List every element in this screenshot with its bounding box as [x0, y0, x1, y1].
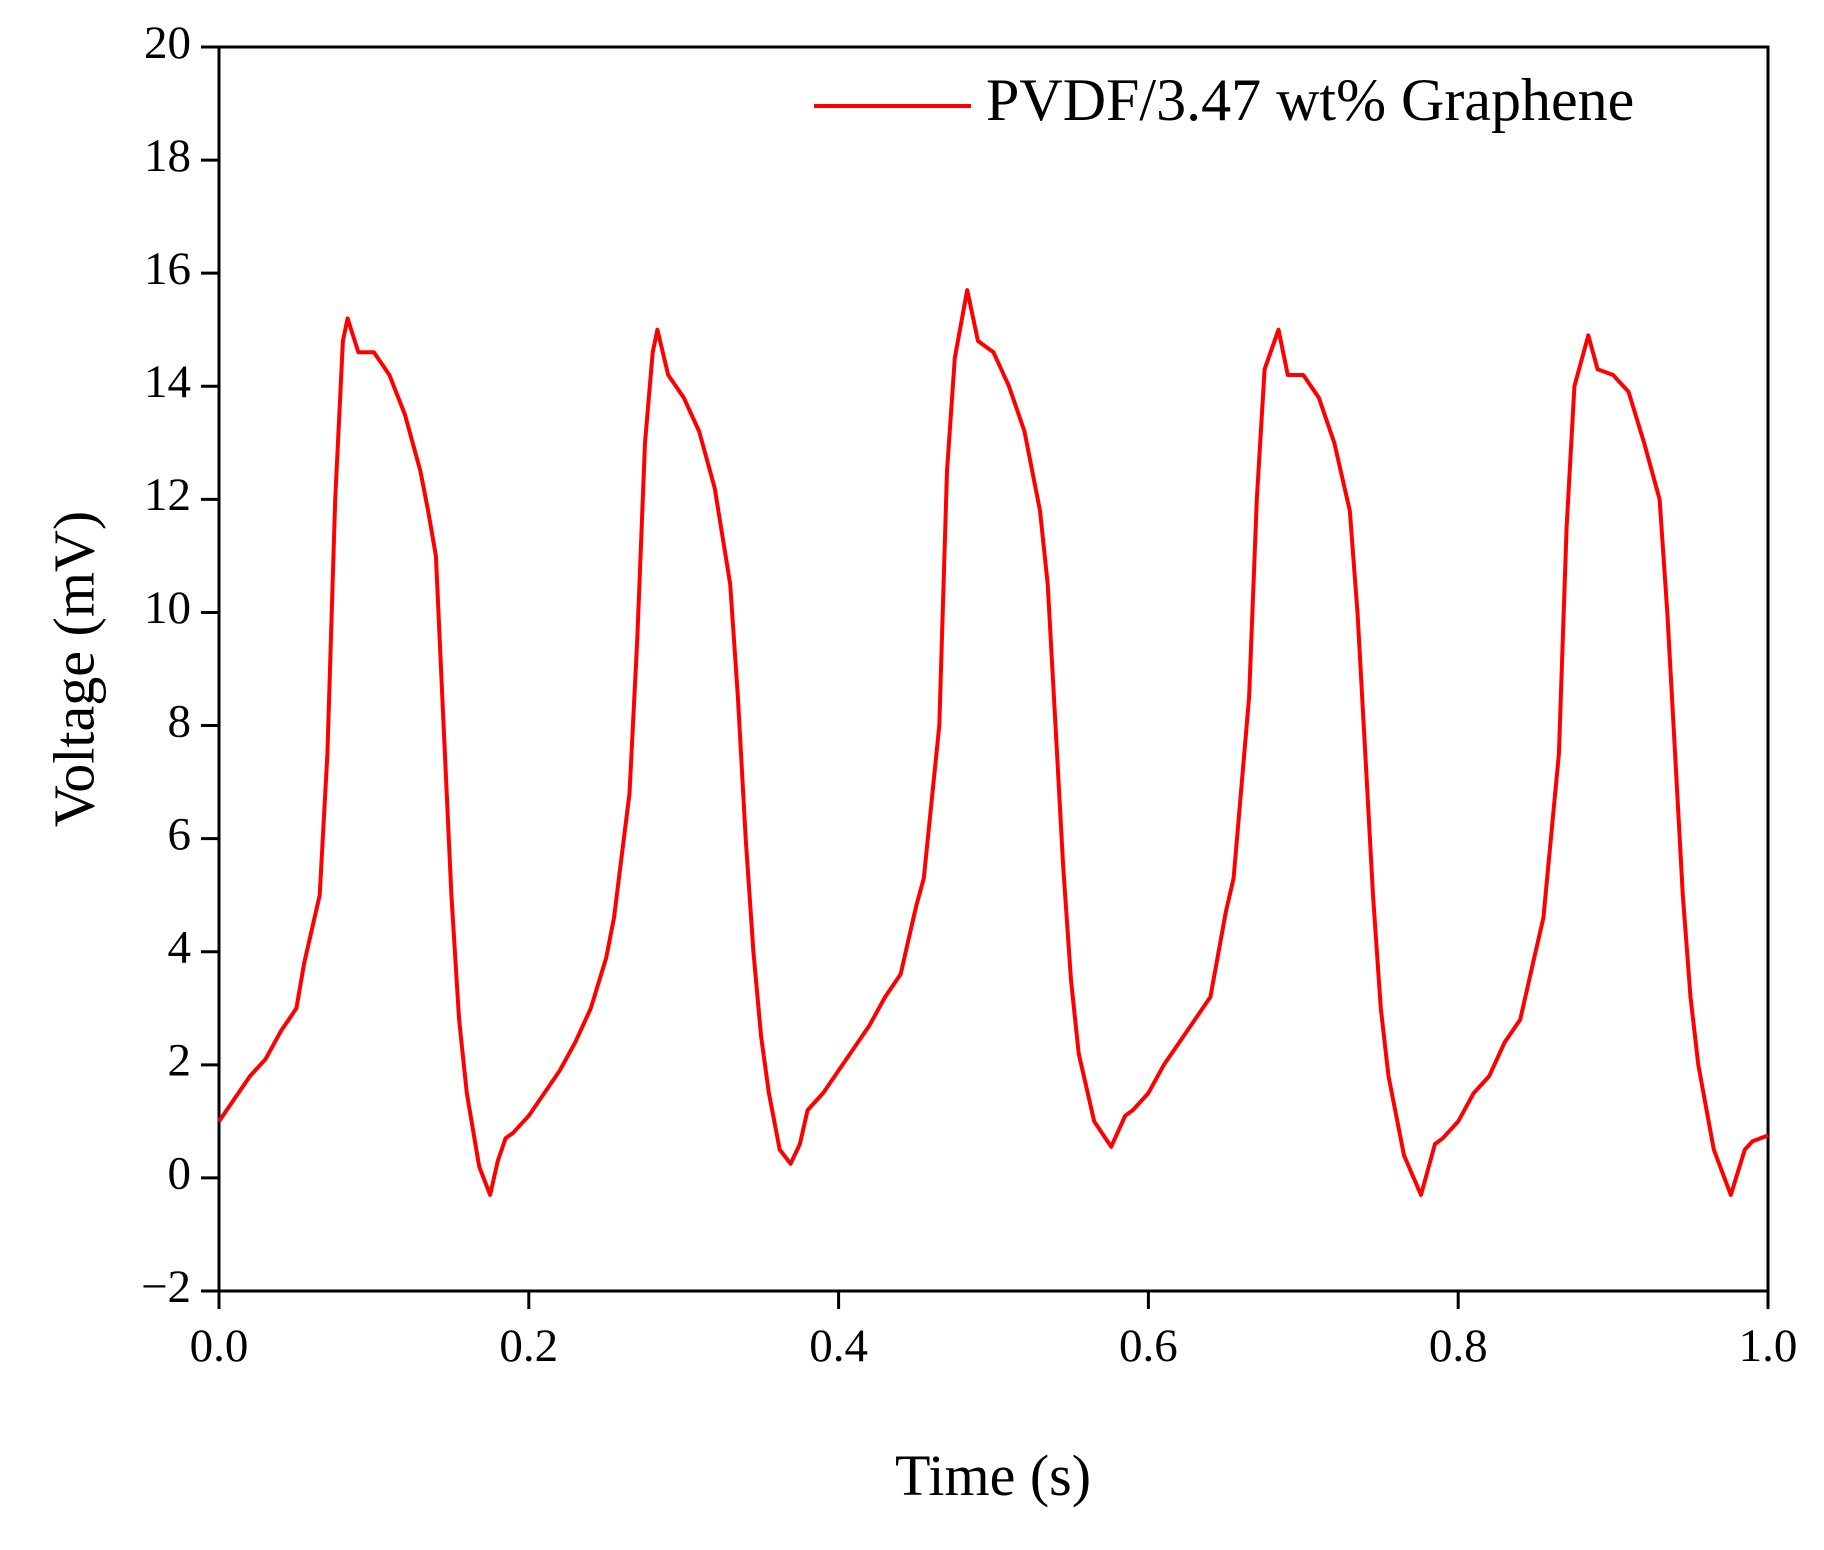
x-tick-label: 0.4 [809, 1320, 868, 1372]
y-tick-label: 16 [144, 243, 191, 295]
x-tick-label: 0.2 [499, 1320, 558, 1372]
plot-frame [217, 45, 1770, 1293]
y-tick-label: 18 [144, 130, 191, 182]
y-tick-label: 14 [144, 356, 191, 408]
y-axis-title: Voltage (mV) [41, 511, 106, 827]
x-tick-label: 0.0 [190, 1320, 249, 1372]
x-tick-label: 1.0 [1739, 1320, 1798, 1372]
y-tick-label: 2 [168, 1035, 192, 1087]
y-tick-label: 20 [144, 17, 191, 69]
y-tick-label: 8 [168, 695, 192, 747]
x-tick-label: 0.8 [1429, 1320, 1488, 1372]
y-tick-label: 10 [144, 582, 191, 634]
y-tick-label: 12 [144, 469, 191, 521]
x-tick-label: 0.6 [1119, 1320, 1178, 1372]
y-tick-label: 4 [168, 922, 192, 974]
legend-label: PVDF/3.47 wt% Graphene [986, 67, 1634, 133]
y-tick-label: −2 [141, 1261, 191, 1313]
data-line [217, 288, 1769, 1197]
x-axis-title: Time (s) [895, 1443, 1091, 1508]
y-tick-label: 0 [168, 1148, 192, 1200]
y-tick-label: 6 [168, 808, 192, 860]
